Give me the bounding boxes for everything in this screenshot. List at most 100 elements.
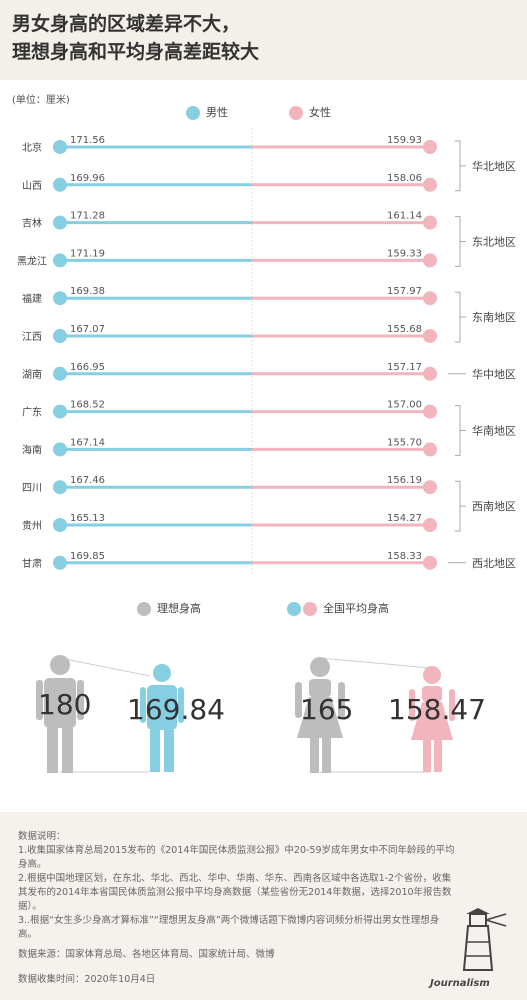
female-point bbox=[423, 291, 437, 306]
region-label: 西北地区 bbox=[472, 557, 516, 570]
female-point bbox=[423, 442, 437, 457]
note-line-3: 3..根据“女生多少身高才算标准”“理想男友身高”两个微博话题下微博内容词频分析… bbox=[18, 915, 440, 940]
page-title: 男女身高的区域差异不大， 理想身高和平均身高差距较大 bbox=[12, 10, 259, 66]
male-value-label: 169.96 bbox=[70, 173, 105, 184]
legend-average-label: 全国平均身高 bbox=[323, 602, 389, 615]
male-point bbox=[53, 291, 67, 306]
region-label: 华北地区 bbox=[472, 159, 516, 173]
female-value-label: 159.93 bbox=[387, 135, 422, 146]
male-point bbox=[53, 366, 67, 381]
female-point bbox=[423, 140, 437, 154]
header-banner: 男女身高的区域差异不大， 理想身高和平均身高差距较大 bbox=[0, 0, 527, 80]
average-male-dot-icon bbox=[287, 602, 301, 616]
height-chart: 北京 171.56 159.93 山西 169.96 158.06 吉林 171.28 161.… bbox=[17, 128, 516, 575]
title-line-2: 理想身高和平均身高差距较大 bbox=[12, 41, 260, 63]
female-ideal-value: 165 bbox=[300, 693, 354, 726]
average-female-dot-icon bbox=[303, 602, 317, 616]
legend-ideal: 理想身高 bbox=[137, 600, 201, 616]
female-average-value: 158.47 bbox=[388, 693, 486, 726]
province-label: 海南 bbox=[22, 443, 42, 456]
female-point bbox=[423, 253, 437, 268]
province-label: 山西 bbox=[22, 180, 42, 192]
female-ideal-figure-icon bbox=[295, 657, 345, 773]
female-connector-line bbox=[319, 657, 431, 669]
male-point bbox=[53, 404, 67, 419]
region-bracket bbox=[455, 140, 461, 192]
male-value-label: 169.38 bbox=[70, 286, 105, 297]
female-value-label: 154.27 bbox=[387, 513, 422, 524]
province-label: 吉林 bbox=[22, 217, 42, 230]
province-label: 黑龙江 bbox=[17, 254, 47, 267]
province-label: 江西 bbox=[22, 331, 42, 343]
male-average-figure-icon bbox=[140, 664, 184, 772]
female-point bbox=[423, 404, 437, 419]
female-value-label: 157.17 bbox=[387, 362, 422, 373]
male-value-label: 169.85 bbox=[70, 551, 105, 562]
male-dot-icon bbox=[186, 106, 200, 120]
male-point bbox=[53, 555, 67, 570]
female-value-label: 158.06 bbox=[387, 173, 422, 184]
province-label: 福建 bbox=[22, 292, 42, 305]
note-line-2: 2.根据中国地理区划，在东北、华北、西北、华中、华南、华东、西南各区域中各选取1… bbox=[18, 873, 452, 912]
province-label: 四川 bbox=[22, 483, 42, 494]
male-point bbox=[53, 215, 67, 230]
note-line-1: 1.收集国家体育总局2015发布的《2014年国民体质监测公报》中20-59岁成… bbox=[18, 845, 455, 870]
ideal-dot-icon bbox=[137, 602, 151, 616]
legend-female: 女性 bbox=[289, 104, 331, 120]
male-value-label: 171.28 bbox=[70, 211, 105, 222]
female-point bbox=[423, 518, 437, 532]
male-value-label: 167.07 bbox=[70, 324, 105, 335]
male-value-label: 171.56 bbox=[70, 135, 105, 146]
legend-average: 全国平均身高 bbox=[287, 600, 389, 616]
male-point bbox=[53, 480, 67, 495]
male-value-label: 171.19 bbox=[70, 248, 105, 259]
male-value-label: 167.14 bbox=[70, 437, 105, 448]
province-label: 湖南 bbox=[22, 368, 42, 381]
male-point bbox=[53, 140, 67, 154]
female-value-label: 155.68 bbox=[387, 324, 422, 335]
region-bracket bbox=[455, 405, 461, 456]
male-value-label: 168.52 bbox=[70, 400, 105, 411]
legend-female-label: 女性 bbox=[309, 106, 331, 119]
region-label: 西南地区 bbox=[472, 500, 516, 513]
female-value-label: 156.19 bbox=[387, 475, 422, 486]
female-value-label: 159.33 bbox=[387, 248, 422, 259]
region-label: 东南地区 bbox=[472, 311, 516, 324]
logo-text: Journalism bbox=[430, 978, 490, 989]
male-value-label: 167.46 bbox=[70, 475, 105, 486]
notes-heading: 数据说明： bbox=[18, 831, 66, 842]
male-point bbox=[53, 518, 67, 532]
province-label: 北京 bbox=[22, 141, 42, 154]
title-line-1: 男女身高的区域差异不大， bbox=[12, 13, 241, 35]
female-value-label: 155.70 bbox=[387, 437, 422, 448]
region-label: 华中地区 bbox=[472, 367, 516, 381]
female-value-label: 157.97 bbox=[387, 286, 422, 297]
region-bracket bbox=[455, 216, 461, 267]
male-value-label: 165.13 bbox=[70, 513, 105, 524]
female-value-label: 158.33 bbox=[387, 551, 422, 562]
male-ideal-value: 180 bbox=[38, 688, 92, 721]
female-value-label: 157.00 bbox=[387, 400, 422, 411]
female-point bbox=[423, 215, 437, 230]
notes-section: 数据说明： 1.收集国家体育总局2015发布的《2014年国民体质监测公报》中2… bbox=[0, 812, 527, 1000]
legend-ideal-label: 理想身高 bbox=[157, 602, 201, 615]
region-label: 华南地区 bbox=[472, 424, 516, 438]
female-point bbox=[423, 366, 437, 381]
male-point bbox=[53, 329, 67, 343]
female-point bbox=[423, 480, 437, 495]
province-label: 广东 bbox=[22, 406, 42, 419]
male-ideal-figure-icon bbox=[36, 655, 84, 773]
male-average-value: 169.84 bbox=[127, 693, 225, 726]
female-point bbox=[423, 329, 437, 343]
province-label: 甘肃 bbox=[22, 557, 42, 570]
male-value-label: 166.95 bbox=[70, 362, 105, 373]
male-point bbox=[53, 177, 67, 192]
legend-male-label: 男性 bbox=[206, 106, 228, 119]
female-point bbox=[423, 177, 437, 192]
female-value-label: 161.14 bbox=[387, 211, 422, 222]
female-point bbox=[423, 555, 437, 570]
unit-label: (单位：厘米) bbox=[12, 95, 70, 106]
female-dot-icon bbox=[289, 106, 303, 120]
female-average-figure-icon bbox=[409, 666, 455, 772]
province-label: 贵州 bbox=[22, 519, 42, 532]
